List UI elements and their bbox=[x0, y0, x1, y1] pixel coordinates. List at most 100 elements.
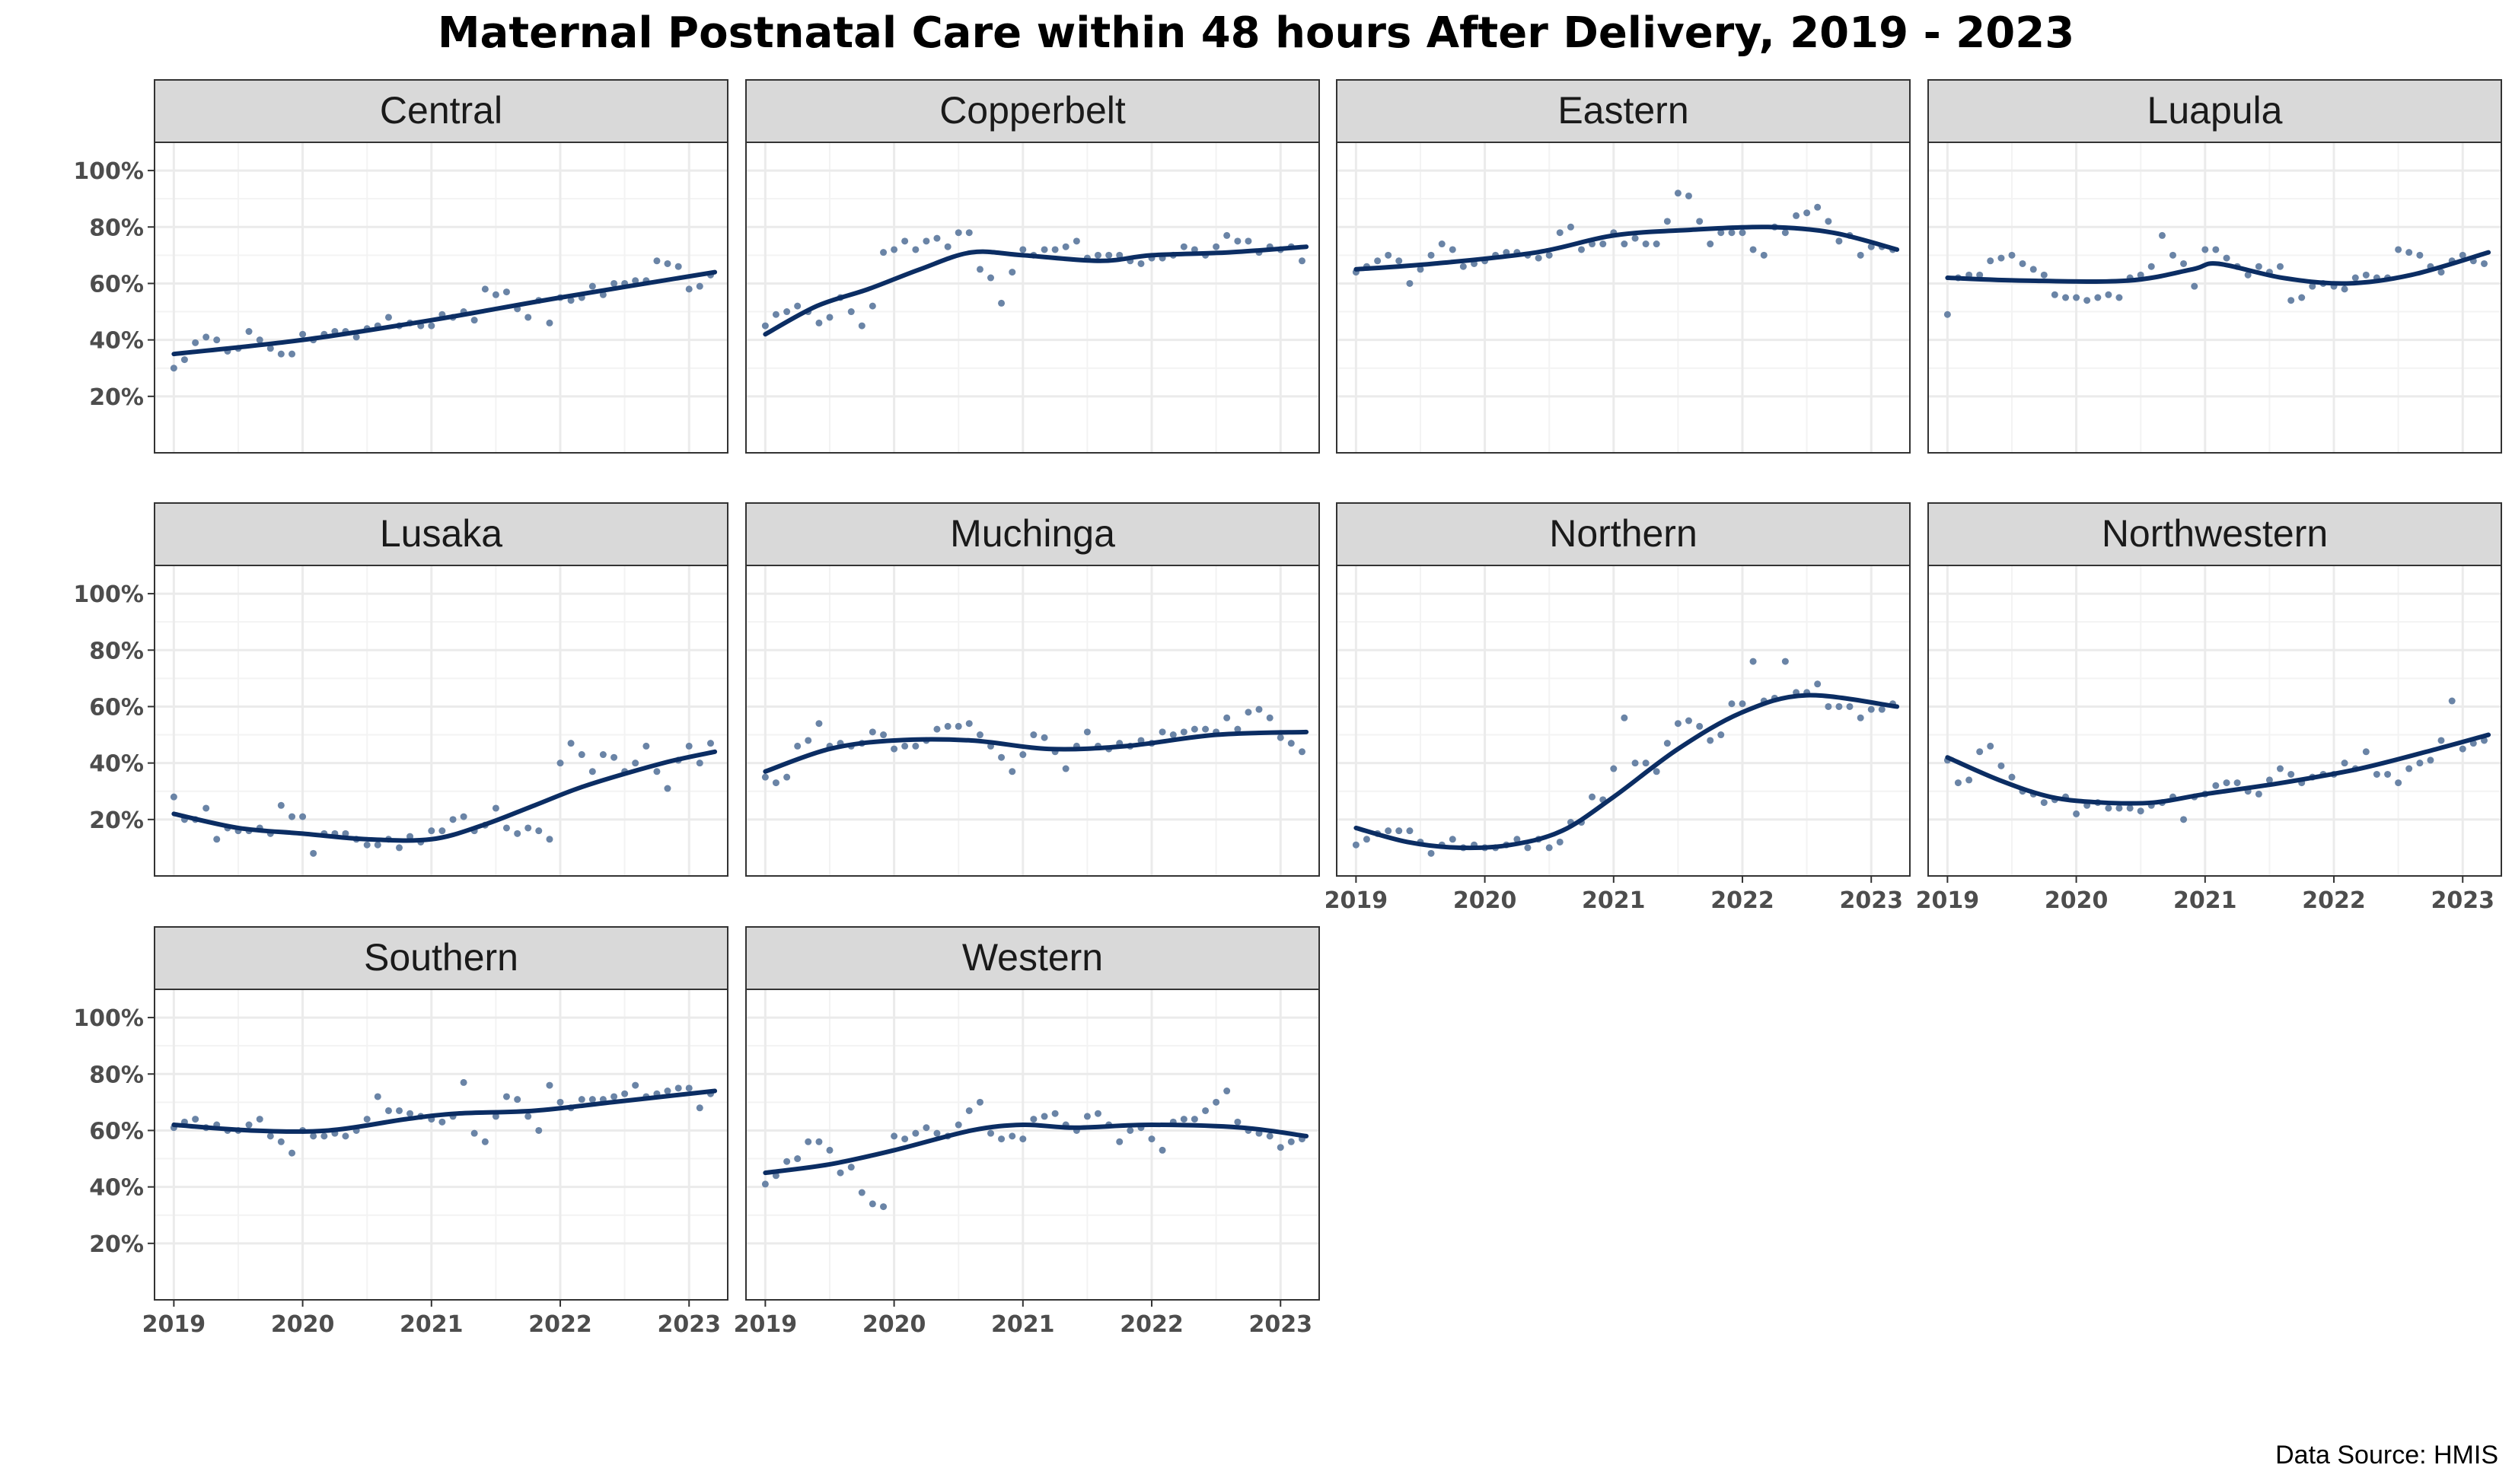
data-point bbox=[1019, 246, 1027, 253]
data-point bbox=[2362, 271, 2370, 279]
data-point bbox=[277, 1138, 285, 1145]
data-point bbox=[1137, 260, 1145, 267]
data-point bbox=[1062, 243, 1070, 250]
data-point bbox=[1739, 229, 1746, 237]
data-point bbox=[1159, 1146, 1166, 1154]
data-point bbox=[772, 779, 779, 787]
data-point bbox=[213, 336, 221, 344]
data-point bbox=[384, 1107, 392, 1114]
data-point bbox=[2040, 799, 2048, 807]
data-source-caption: Data Source: HMIS bbox=[2275, 1441, 2498, 1470]
data-point bbox=[578, 1096, 585, 1103]
data-point bbox=[1545, 251, 1553, 259]
data-point bbox=[761, 1180, 769, 1188]
data-point bbox=[374, 1093, 381, 1100]
data-point bbox=[502, 288, 510, 296]
data-point bbox=[2169, 251, 2177, 259]
data-point bbox=[288, 350, 296, 358]
trend-line bbox=[171, 269, 718, 357]
data-point bbox=[2405, 765, 2413, 772]
x-tick-label: 2023 bbox=[657, 1311, 721, 1338]
trend-line bbox=[1945, 250, 2491, 286]
data-point bbox=[955, 1121, 962, 1129]
panel-border bbox=[745, 142, 1320, 454]
data-point bbox=[610, 279, 618, 287]
data-point bbox=[2373, 770, 2380, 778]
data-point bbox=[2362, 748, 2370, 756]
data-point bbox=[1760, 251, 1768, 259]
data-point bbox=[299, 813, 307, 820]
data-point bbox=[396, 1107, 403, 1114]
data-point bbox=[1987, 742, 1994, 750]
panel-eastern: Eastern bbox=[1336, 79, 1911, 454]
data-point bbox=[1094, 251, 1101, 259]
data-point bbox=[1009, 1132, 1016, 1140]
data-point bbox=[1287, 1138, 1295, 1145]
y-tick-label: 40% bbox=[89, 751, 144, 778]
data-point bbox=[1976, 271, 1984, 279]
data-point bbox=[502, 1093, 510, 1100]
data-point bbox=[2115, 294, 2123, 301]
data-point bbox=[1857, 251, 1864, 259]
data-point bbox=[1825, 218, 1832, 225]
x-tick-label: 2019 bbox=[734, 1311, 798, 1338]
data-point bbox=[1707, 737, 1714, 744]
data-point bbox=[2437, 269, 2445, 276]
data-point bbox=[858, 322, 865, 330]
data-point bbox=[492, 804, 499, 812]
data-point bbox=[805, 1138, 812, 1145]
trend-line bbox=[171, 1088, 718, 1134]
data-point bbox=[2223, 254, 2230, 262]
data-point bbox=[1395, 827, 1403, 835]
facet-strip bbox=[1927, 79, 2502, 143]
x-tick-label: 2020 bbox=[2045, 887, 2109, 914]
data-point bbox=[406, 1110, 414, 1117]
x-tick-label: 2021 bbox=[400, 1311, 464, 1338]
data-point bbox=[428, 322, 435, 330]
data-point bbox=[1245, 709, 1252, 716]
data-point bbox=[826, 1146, 834, 1154]
data-point bbox=[1191, 246, 1198, 253]
data-point bbox=[1169, 731, 1177, 739]
data-point bbox=[1041, 1113, 1048, 1120]
trend-line bbox=[1353, 225, 1900, 272]
data-point bbox=[1599, 240, 1607, 248]
y-tick-label: 60% bbox=[89, 1118, 144, 1145]
data-point bbox=[180, 356, 188, 364]
data-point bbox=[696, 760, 703, 767]
facet-strip bbox=[745, 502, 1320, 566]
data-point bbox=[2019, 260, 2026, 267]
data-point bbox=[2405, 249, 2413, 256]
data-point bbox=[901, 237, 909, 245]
x-tick-label: 2022 bbox=[2302, 887, 2366, 914]
data-point bbox=[1041, 246, 1048, 253]
data-point bbox=[1976, 748, 1984, 756]
data-point bbox=[192, 1116, 199, 1123]
data-point bbox=[1159, 728, 1166, 736]
data-point bbox=[1781, 658, 1789, 665]
facet-strip bbox=[1336, 502, 1911, 566]
panel-border bbox=[1336, 142, 1911, 454]
data-point bbox=[976, 266, 983, 273]
data-point bbox=[1578, 246, 1586, 253]
data-point bbox=[653, 768, 661, 775]
data-point bbox=[266, 1132, 274, 1140]
data-point bbox=[1073, 237, 1080, 245]
data-point bbox=[438, 827, 446, 835]
data-point bbox=[1298, 748, 1305, 756]
data-point bbox=[245, 328, 253, 336]
data-point bbox=[1202, 1107, 1210, 1114]
data-point bbox=[858, 1189, 865, 1196]
data-point bbox=[556, 1098, 564, 1106]
data-point bbox=[2180, 816, 2188, 823]
data-point bbox=[1739, 700, 1746, 708]
data-point bbox=[2083, 297, 2091, 304]
panel-border bbox=[745, 989, 1320, 1301]
data-point bbox=[933, 234, 941, 242]
data-point bbox=[2276, 263, 2284, 270]
facet-label: Luapula bbox=[2147, 89, 2283, 132]
data-point bbox=[2287, 770, 2295, 778]
data-point bbox=[987, 1129, 995, 1137]
facet-label: Eastern bbox=[1557, 89, 1688, 132]
data-point bbox=[2448, 697, 2456, 705]
